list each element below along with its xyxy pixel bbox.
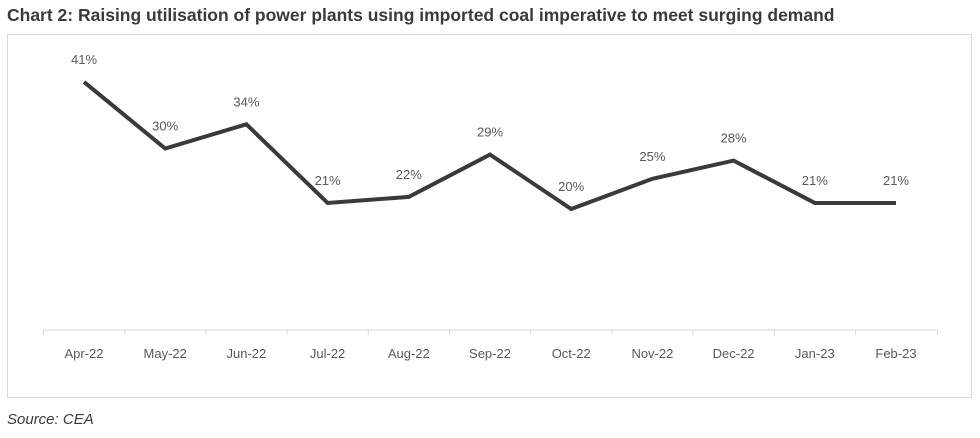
chart-frame (7, 34, 972, 398)
x-tick-label: Dec-22 (713, 346, 755, 361)
x-tick-label: Feb-23 (875, 346, 916, 361)
x-tick-label: Jun-22 (227, 346, 267, 361)
series-line (82, 80, 896, 212)
data-label: 21% (315, 173, 341, 188)
data-label: 28% (721, 131, 747, 146)
data-label: 21% (883, 173, 909, 188)
x-tick-label: Oct-22 (552, 346, 591, 361)
chart-title: Chart 2: Raising utilisation of power pl… (7, 5, 835, 25)
x-tick-label: Apr-22 (64, 346, 103, 361)
data-label: 30% (152, 119, 178, 134)
x-tick-label: Jan-23 (795, 346, 835, 361)
data-label: 25% (639, 149, 665, 164)
data-label: 22% (396, 167, 422, 182)
x-tick-label: May-22 (144, 346, 187, 361)
x-tick-label: Jul-22 (310, 346, 345, 361)
data-label: 20% (558, 179, 584, 194)
x-tick-label: Aug-22 (388, 346, 430, 361)
x-tick-label: Nov-22 (631, 346, 673, 361)
x-tick-label: Sep-22 (469, 346, 511, 361)
data-label: 21% (802, 173, 828, 188)
data-label: 34% (233, 94, 259, 109)
source-note: Source: CEA (7, 411, 94, 428)
data-label: 29% (477, 125, 503, 140)
data-label: 41% (71, 52, 97, 67)
